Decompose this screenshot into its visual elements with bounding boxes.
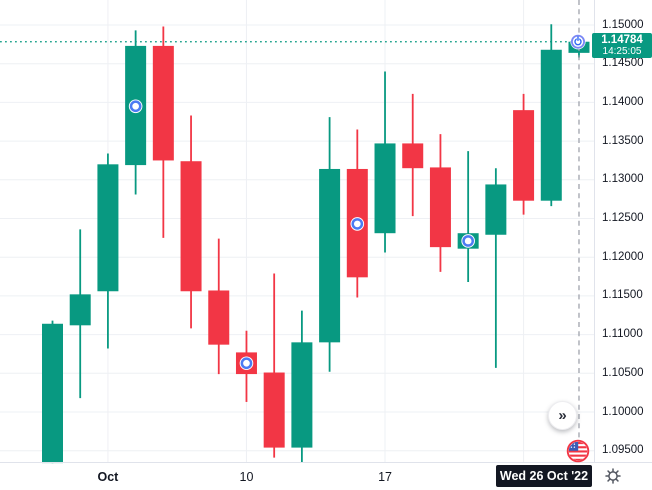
economic-event-us-flag-icon[interactable] [565, 438, 591, 464]
go-to-realtime-button[interactable]: » [548, 401, 577, 430]
last-price-time: 14:25:05 [602, 46, 642, 57]
price-tick-label: 1.09500 [602, 444, 644, 457]
last-price-badge: 1.14784 14:25:05 [592, 33, 652, 58]
candle-body-down[interactable] [208, 290, 230, 345]
candle-body-up[interactable] [291, 342, 313, 448]
price-tick-label: 1.14000 [602, 95, 644, 108]
crosshair-date-badge: Wed 26 Oct '22 [496, 465, 592, 487]
candle-body-down[interactable] [263, 372, 285, 448]
event-marker-circle[interactable] [351, 218, 364, 230]
price-tick-label: 1.15000 [602, 18, 644, 31]
event-marker-circle[interactable] [240, 357, 253, 370]
candle-body-up[interactable] [319, 168, 341, 343]
us-flag-icon [568, 441, 588, 461]
event-marker-circle[interactable] [129, 100, 142, 113]
candle-body-up[interactable] [540, 49, 562, 201]
candle-body-down[interactable] [402, 143, 424, 169]
price-tick-label: 1.11500 [602, 289, 643, 302]
candle-body-down[interactable] [513, 110, 535, 201]
price-tick-label: 1.12000 [602, 250, 644, 263]
price-tick-label: 1.10500 [602, 366, 644, 379]
candle-body-up[interactable] [42, 323, 63, 464]
event-marker-circle[interactable] [462, 235, 474, 247]
candle-body-up[interactable] [69, 294, 91, 326]
candle-body-up[interactable] [485, 184, 507, 235]
time-tick-label: 17 [378, 470, 392, 484]
candle-body-up[interactable] [97, 164, 119, 292]
candle-body-up[interactable] [374, 143, 396, 234]
chart-settings-gear-icon[interactable] [604, 467, 622, 485]
price-tick-label: 1.13000 [602, 173, 644, 186]
price-tick-label: 1.11000 [602, 328, 643, 341]
time-tick-label: Oct [97, 470, 119, 484]
candle-body-down[interactable] [429, 167, 451, 248]
price-tick-label: 1.12500 [602, 212, 644, 224]
market-status-icon[interactable] [570, 34, 585, 49]
candle-body-down[interactable] [152, 45, 174, 161]
time-tick-label: 10 [239, 470, 254, 484]
price-tick-label: 1.10000 [602, 405, 644, 418]
price-tick-label: 1.13500 [602, 134, 644, 147]
chevrons-right-icon: » [558, 407, 567, 424]
candle-body-down[interactable] [180, 161, 202, 292]
price-tick-label: 1.14500 [602, 57, 644, 70]
last-price-value: 1.14784 [601, 34, 643, 46]
